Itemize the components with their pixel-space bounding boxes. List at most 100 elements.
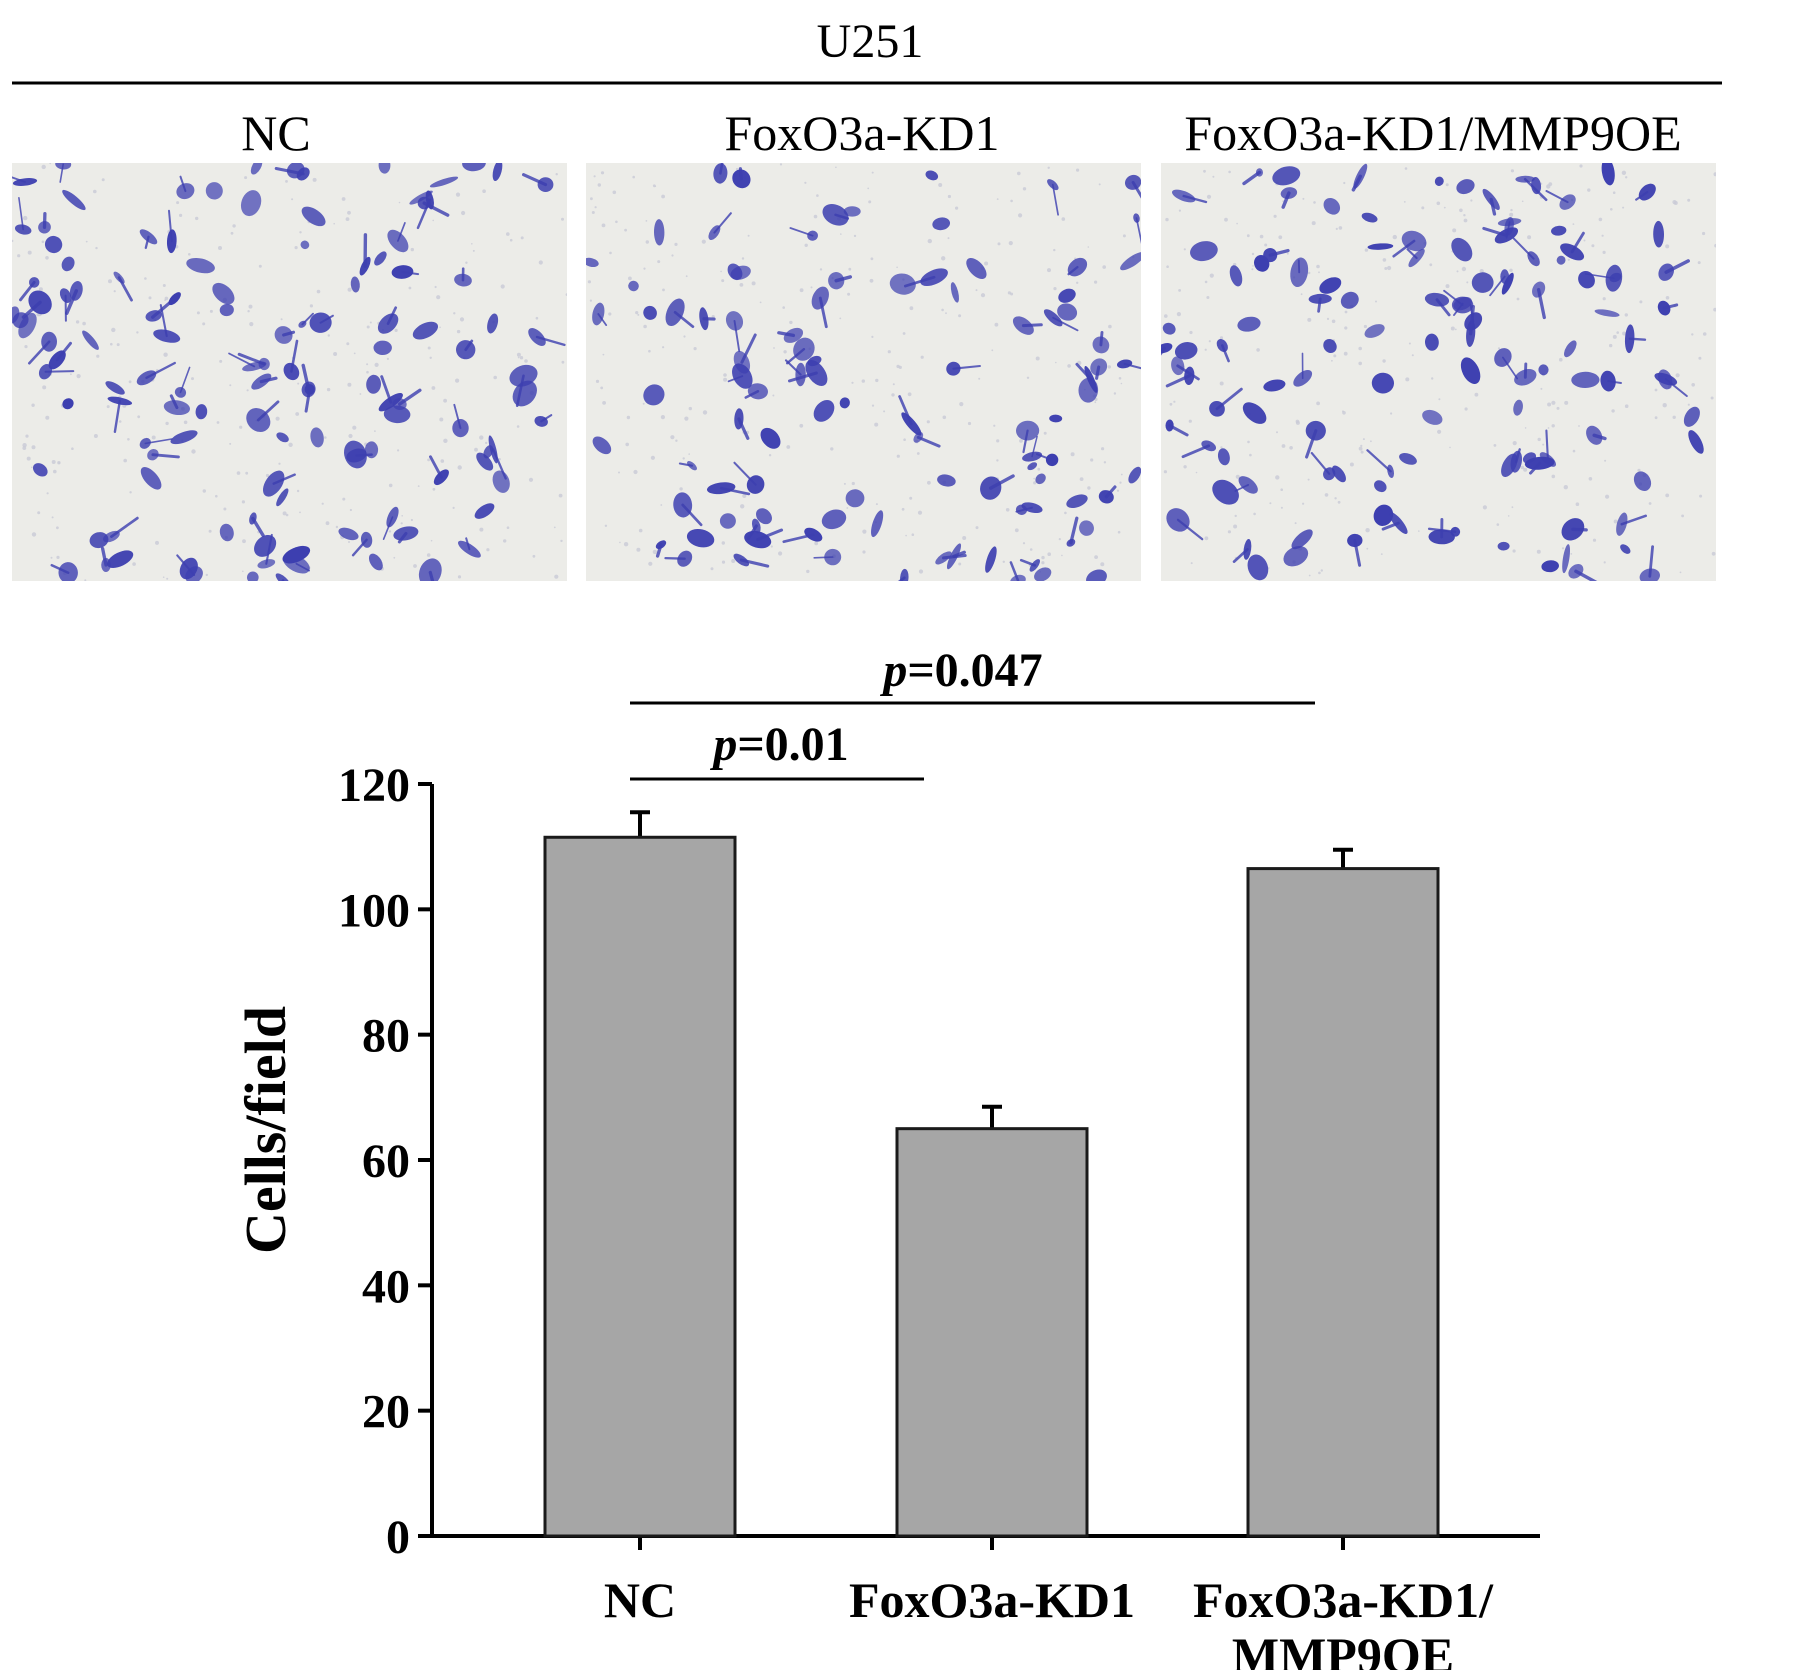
membrane-pore — [875, 378, 879, 383]
stained-cell — [1015, 504, 1028, 515]
cell-process — [713, 212, 732, 234]
membrane-pore — [230, 231, 234, 235]
stained-cell — [1556, 255, 1566, 265]
membrane-pore — [1579, 164, 1583, 168]
membrane-pore — [1333, 354, 1337, 358]
membrane-pore — [967, 421, 972, 426]
membrane-pore — [347, 210, 351, 215]
stained-cell — [429, 176, 459, 188]
membrane-pore — [739, 283, 744, 287]
stained-cell — [1497, 541, 1510, 551]
membrane-pore — [345, 217, 350, 221]
bar-chart: 0 20 40 60 80 100 120 NC FoxO3a-KD1 FoxO3a-KD1/MM… — [233, 644, 1540, 1670]
membrane-pore — [1621, 170, 1627, 175]
membrane-pore — [1697, 261, 1701, 265]
membrane-pore — [1610, 208, 1613, 211]
membrane-pore — [461, 210, 466, 216]
membrane-pore — [1625, 176, 1628, 179]
membrane-pore — [1578, 425, 1580, 427]
cell-process — [756, 528, 784, 542]
membrane-pore — [1551, 400, 1556, 405]
stained-cell — [937, 474, 956, 487]
membrane-pore — [1280, 488, 1283, 492]
stained-cell — [1212, 479, 1239, 505]
membrane-pore — [1212, 175, 1215, 178]
membrane-pore — [1648, 502, 1652, 505]
cell-process — [535, 335, 566, 347]
membrane-pore — [1253, 512, 1256, 516]
cell-process — [397, 531, 408, 544]
membrane-pore — [846, 507, 849, 509]
membrane-pore — [1474, 392, 1479, 397]
membrane-pore — [1443, 206, 1446, 209]
membrane-pore — [1437, 429, 1442, 434]
membrane-pore — [1247, 440, 1250, 444]
membrane-pore — [127, 438, 130, 441]
membrane-pore — [1103, 461, 1107, 464]
cell-process — [492, 448, 507, 480]
stained-cell — [62, 398, 74, 410]
membrane-pore — [1251, 252, 1255, 256]
membrane-pore — [431, 386, 436, 390]
cell-process — [664, 556, 686, 560]
membrane-pore — [1002, 560, 1005, 563]
membrane-pore — [333, 222, 336, 225]
membrane-pore — [891, 393, 895, 397]
membrane-pore — [295, 412, 300, 416]
membrane-pore — [352, 425, 357, 430]
membrane-pore — [1204, 348, 1207, 351]
stained-cell — [219, 523, 234, 542]
cell-process — [1168, 424, 1189, 437]
membrane-pore — [1510, 208, 1513, 212]
cell-process — [1075, 362, 1093, 381]
membrane-pore — [975, 289, 978, 292]
membrane-pore — [1637, 468, 1641, 472]
membrane-pore — [1087, 246, 1090, 248]
membrane-pore — [538, 260, 543, 265]
membrane-pore — [248, 304, 253, 309]
stained-cell — [1513, 399, 1523, 416]
membrane-pore — [1331, 359, 1333, 362]
membrane-pore — [1228, 170, 1231, 174]
membrane-pore — [671, 254, 674, 257]
membrane-pore — [1387, 265, 1392, 271]
membrane-pore — [1450, 326, 1455, 331]
membrane-pore — [1687, 198, 1691, 202]
stained-cell — [1541, 560, 1559, 573]
membrane-pore — [434, 285, 437, 289]
cell-process — [1031, 435, 1038, 458]
membrane-pore — [1173, 400, 1176, 403]
cell-process — [1019, 558, 1037, 567]
membrane-pore — [1076, 168, 1080, 172]
membrane-pore — [486, 548, 490, 552]
cell-process — [282, 330, 296, 337]
stained-cell — [32, 463, 48, 477]
stained-cell — [1174, 342, 1198, 360]
cell-process — [738, 167, 743, 181]
cell-process — [144, 438, 173, 445]
membrane-pore — [346, 342, 350, 346]
membrane-pore — [1188, 419, 1192, 423]
cell-process — [1181, 444, 1211, 459]
membrane-pore — [75, 320, 80, 324]
p-symbol: p — [879, 644, 907, 697]
membrane-pore — [427, 346, 431, 350]
membrane-pore — [911, 533, 915, 536]
membrane-pore — [742, 493, 747, 498]
micrograph-foxo3a-kd1 — [586, 163, 1141, 581]
stained-cell — [1058, 288, 1076, 303]
membrane-pore — [660, 415, 665, 420]
membrane-pore — [1602, 250, 1606, 254]
stained-cell — [843, 206, 861, 217]
stained-cell — [343, 440, 367, 469]
stained-cell — [1633, 471, 1652, 492]
membrane-pore — [1382, 359, 1386, 363]
membrane-pore — [1454, 328, 1457, 331]
cell-process — [834, 213, 850, 220]
membrane-pore — [517, 356, 520, 359]
membrane-pore — [202, 322, 206, 326]
y-tick-label: 100 — [338, 884, 410, 937]
stained-cell — [1332, 465, 1346, 483]
stained-cell — [1609, 272, 1622, 283]
membrane-pore — [41, 240, 45, 244]
